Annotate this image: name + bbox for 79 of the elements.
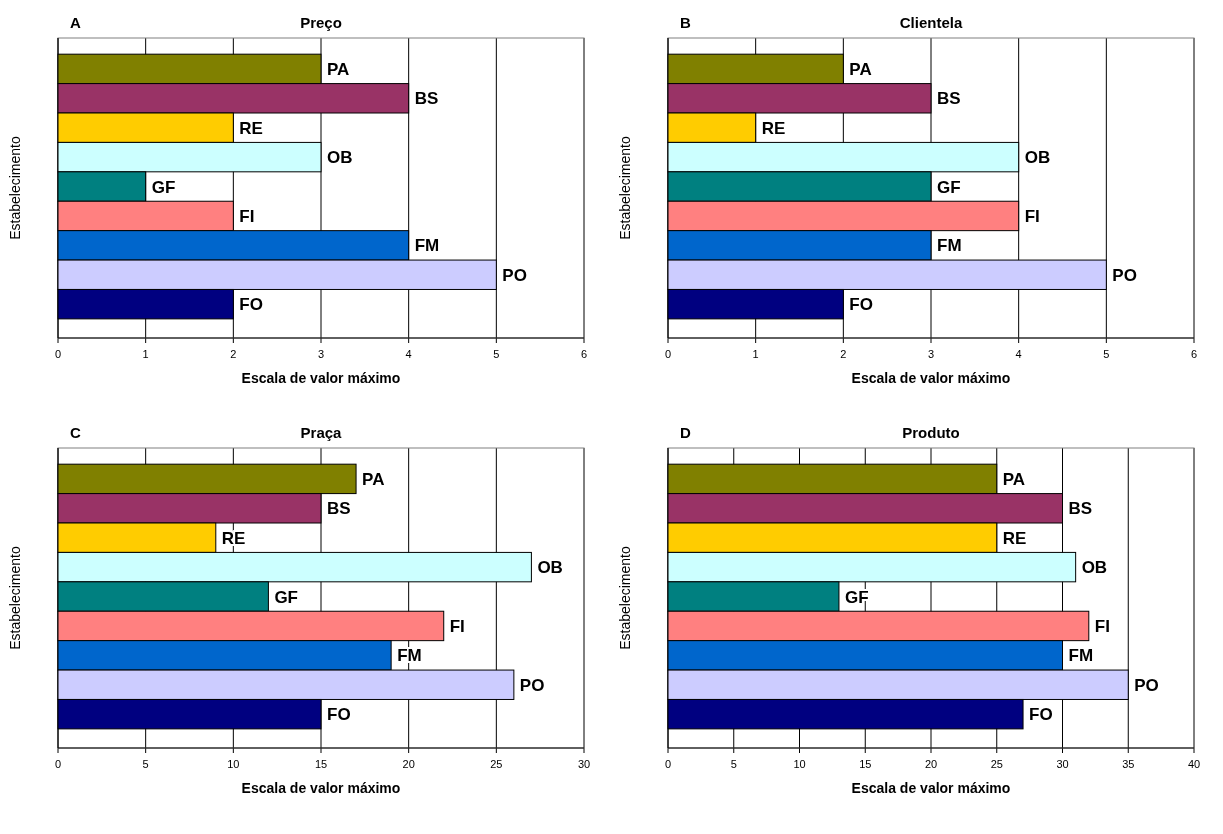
x-tick-label: 25 (990, 758, 1003, 770)
x-axis-title: Escala de valor máximo (241, 780, 401, 796)
y-tick-label: FO (327, 705, 351, 725)
y-tick-label: BS (414, 89, 439, 109)
y-axis-title: Estabelecimento (617, 546, 633, 650)
text: C (70, 424, 81, 441)
x-tick-label: 0 (664, 758, 672, 770)
y-tick-label: OB (537, 558, 563, 578)
y-tick-label: OB (327, 148, 353, 168)
x-tick-label: 1 (752, 348, 759, 360)
y-tick-label: BS (327, 499, 351, 519)
x-tick-label: 15 (314, 758, 328, 770)
text: B (680, 14, 691, 31)
y-tick-label: RE (239, 118, 263, 138)
x-tick-label: 15 (859, 758, 872, 770)
y-tick-label: FI (1094, 616, 1110, 636)
y-tick-label: PO (519, 675, 545, 695)
chart-title: Preço (300, 14, 342, 31)
x-tick-label: 5 (1103, 348, 1110, 360)
x-tick-label: 35 (1122, 758, 1135, 770)
y-axis-title: Estabelecimento (7, 136, 23, 240)
y-tick-label: FM (937, 236, 962, 256)
y-tick-label: PA (327, 59, 350, 79)
y-tick-label: PO (1134, 675, 1159, 695)
y-tick-label: FO (849, 295, 873, 315)
x-tick-label: 20 (402, 758, 415, 770)
x-tick-label: 0 (664, 348, 672, 360)
chart-title: Clientela (899, 14, 963, 31)
x-tick-label: 5 (730, 758, 737, 770)
y-tick-label: BS (937, 89, 961, 109)
y-axis-title: Estabelecimento (7, 546, 23, 650)
x-tick-label: 3 (927, 348, 935, 360)
y-tick-label: FI (239, 206, 255, 226)
x-tick-label: 10 (227, 758, 240, 770)
y-tick-label: PO (1112, 265, 1137, 285)
x-tick-label: 1 (142, 348, 149, 360)
x-tick-label: 5 (493, 348, 500, 360)
y-tick-label: FI (1024, 206, 1040, 226)
x-tick-label: 4 (405, 348, 412, 360)
x-tick-label: 10 (793, 758, 806, 770)
y-tick-label: GF (274, 587, 299, 607)
x-tick-label: 40 (1187, 758, 1201, 770)
y-axis-title: Estabelecimento (617, 136, 633, 240)
y-tick-label: PO (502, 265, 527, 285)
x-tick-label: 5 (142, 758, 149, 770)
y-tick-label: PA (362, 469, 385, 489)
chart-title: Praça (300, 424, 343, 441)
x-tick-label: 0 (54, 348, 62, 360)
text: D (680, 424, 691, 441)
y-tick-label: FO (239, 295, 263, 315)
y-tick-label: OB (1024, 148, 1051, 168)
x-tick-label: 3 (317, 348, 325, 360)
x-tick-label: 30 (577, 758, 591, 770)
y-tick-label: GF (937, 177, 961, 197)
x-axis-title: Escala de valor máximo (851, 370, 1011, 386)
x-tick-label: 30 (1056, 758, 1069, 770)
x-tick-label: 4 (1015, 348, 1022, 360)
x-tick-label: 6 (1190, 348, 1198, 360)
x-tick-label: 2 (840, 348, 847, 360)
y-tick-label: RE (761, 118, 786, 138)
y-tick-label: PA (849, 59, 872, 79)
y-tick-label: OB (1081, 558, 1108, 578)
x-axis-title: Escala de valor máximo (851, 780, 1011, 796)
x-tick-label: 25 (490, 758, 503, 770)
x-tick-label: 0 (54, 758, 62, 770)
y-tick-label: FM (414, 236, 440, 256)
y-tick-label: BS (1068, 499, 1093, 519)
x-tick-label: 6 (580, 348, 588, 360)
text: A (70, 14, 81, 31)
y-tick-label: RE (1002, 528, 1027, 548)
y-tick-label: FM (1068, 646, 1094, 666)
x-tick-label: 20 (924, 758, 938, 770)
y-tick-label: FO (1029, 705, 1053, 725)
y-tick-label: PA (1002, 469, 1026, 489)
x-axis-title: Escala de valor máximo (241, 370, 401, 386)
y-tick-label: FI (449, 616, 465, 636)
x-tick-label: 2 (230, 348, 237, 360)
chart-title: Produto (902, 424, 960, 441)
y-tick-label: GF (151, 177, 176, 197)
